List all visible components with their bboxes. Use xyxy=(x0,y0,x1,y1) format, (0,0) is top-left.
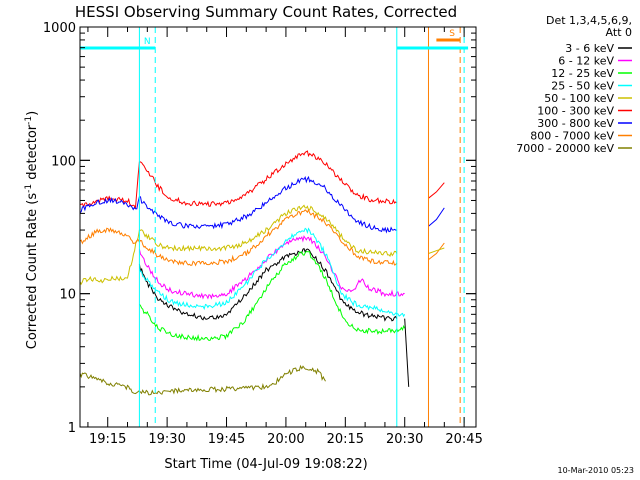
series-tail-line xyxy=(428,242,445,260)
flag-label: N xyxy=(144,37,151,47)
legend-header: Det 1,3,4,5,6,9, xyxy=(546,14,632,27)
series-line xyxy=(79,208,398,267)
y-tick-label: 100 xyxy=(51,154,76,169)
x-tick-label: 20:45 xyxy=(445,432,482,447)
plot-area: NS xyxy=(79,27,469,427)
y-axis-label: Corrected Count Rate (s-1 detector-1) xyxy=(24,111,40,349)
series-tail-line xyxy=(404,318,410,387)
flag-label: S xyxy=(449,29,455,39)
series-line xyxy=(79,204,398,286)
x-tick-label: 19:30 xyxy=(148,432,185,447)
legend-entry-label: 25 - 50 keV xyxy=(551,80,614,93)
series-tail-line xyxy=(428,182,445,199)
series-line xyxy=(138,235,405,300)
legend-header: Att 0 xyxy=(606,26,632,39)
x-axis-label: Start Time (04-Jul-09 19:08:22) xyxy=(164,457,367,472)
x-tick-label: 20:30 xyxy=(386,432,423,447)
y-tick-label: 1 xyxy=(68,421,76,436)
y-axis-label-mid: detector xyxy=(25,124,40,184)
y-axis-label-end: ) xyxy=(25,111,40,116)
legend-entry-label: 6 - 12 keV xyxy=(558,55,614,68)
timestamp: 10-Mar-2010 05:23 xyxy=(558,466,635,475)
legend-entry-label: 7000 - 20000 keV xyxy=(516,142,614,155)
x-tick-label: 19:45 xyxy=(208,432,245,447)
legend-entry-label: 100 - 300 keV xyxy=(537,105,614,118)
series-tail-line xyxy=(428,207,445,227)
x-tick-label: 20:15 xyxy=(327,432,364,447)
series-tail-line xyxy=(428,247,445,254)
series-line xyxy=(138,227,406,318)
y-tick-label: 10 xyxy=(59,288,76,303)
legend-entry-label: 300 - 800 keV xyxy=(537,117,614,130)
y-axis-label-sup1: -1 xyxy=(24,184,34,193)
legend-entry-label: 50 - 100 keV xyxy=(544,92,614,105)
x-tick-label: 20:00 xyxy=(267,432,304,447)
y-axis-label-sup2: -1 xyxy=(24,116,34,125)
series-line xyxy=(80,150,398,209)
legend-entry-label: 3 - 6 keV xyxy=(565,42,614,55)
y-axis-label-main: Corrected Count Rate (s xyxy=(25,193,40,350)
series-line xyxy=(79,175,397,234)
series-line xyxy=(79,364,326,396)
series-line xyxy=(138,247,398,322)
legend-entry-label: 800 - 7000 keV xyxy=(530,130,614,143)
axes: 1 10 100 1000 19:15 19:30 19:45 20:00 20:15 20:30… xyxy=(43,21,483,447)
y-tick-label: 1000 xyxy=(43,21,76,36)
x-tick-label: 19:15 xyxy=(89,432,126,447)
series-line xyxy=(139,250,406,342)
legend-entry-label: 12 - 25 keV xyxy=(551,67,614,80)
chart-title: HESSI Observing Summary Count Rates, Cor… xyxy=(75,3,457,21)
plot-frame xyxy=(79,26,477,428)
